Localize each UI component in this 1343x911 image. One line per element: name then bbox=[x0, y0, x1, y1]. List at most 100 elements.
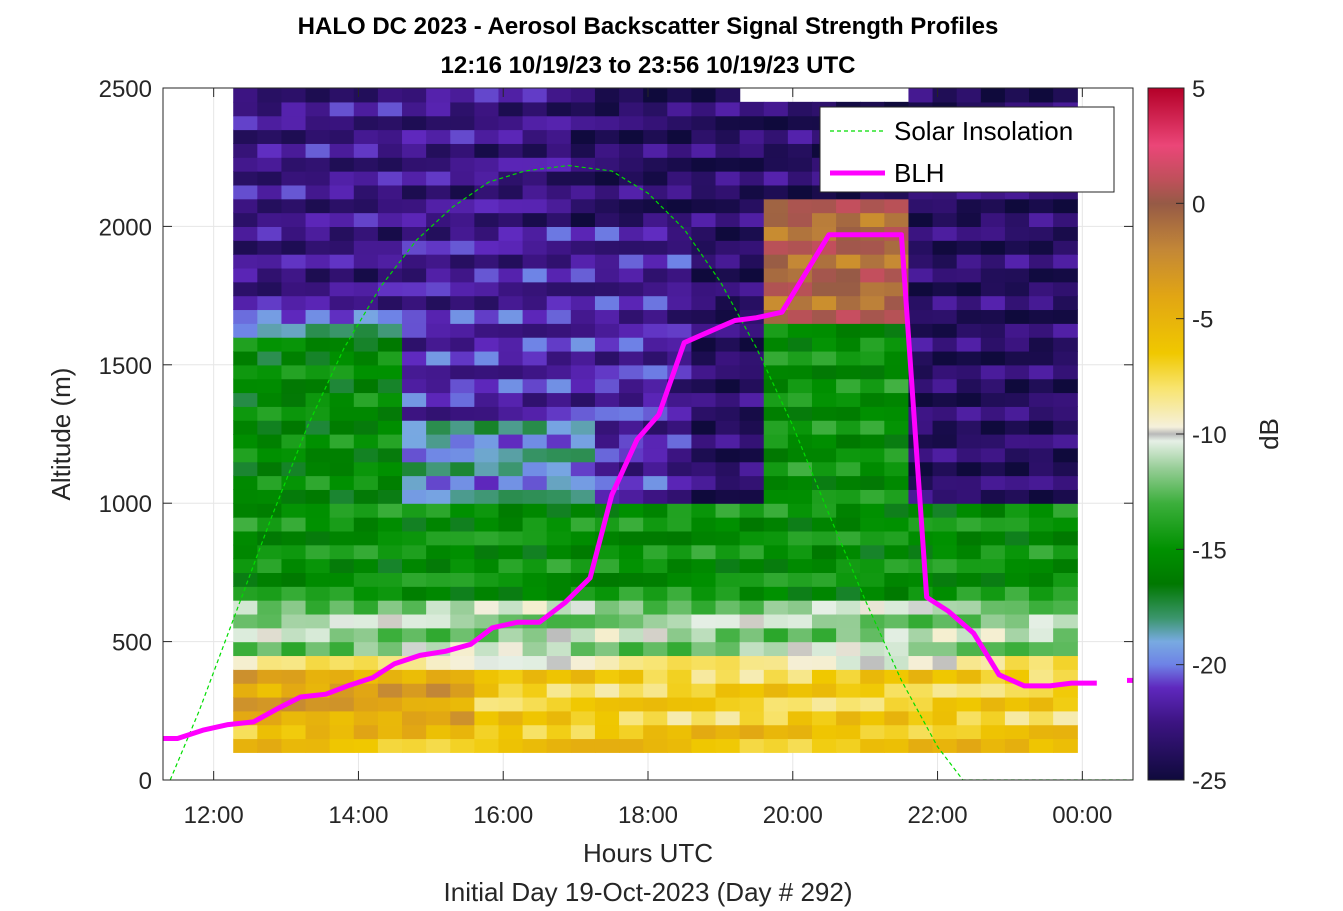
heatmap-cell bbox=[377, 447, 403, 463]
heatmap-cell bbox=[305, 184, 331, 200]
heatmap-cell bbox=[667, 572, 693, 587]
heatmap-cell bbox=[594, 295, 620, 311]
heatmap-cell bbox=[570, 724, 596, 740]
heatmap-cell bbox=[836, 475, 861, 490]
heatmap-cell bbox=[1053, 724, 1078, 740]
heatmap-cell bbox=[426, 88, 451, 103]
heatmap-cell bbox=[522, 627, 548, 643]
heatmap-cell bbox=[402, 558, 427, 573]
heatmap-cell bbox=[498, 101, 524, 117]
heatmap-cell bbox=[715, 724, 741, 740]
heatmap-cell bbox=[1004, 530, 1030, 546]
heatmap-cell bbox=[450, 517, 475, 532]
heatmap-cell bbox=[1004, 641, 1030, 657]
heatmap-cell bbox=[329, 171, 355, 186]
heatmap-cell bbox=[402, 461, 427, 477]
heatmap-cell bbox=[667, 503, 693, 518]
heatmap-cell bbox=[811, 517, 837, 532]
heatmap-cell bbox=[980, 517, 1006, 532]
heatmap-cell bbox=[763, 447, 789, 463]
heatmap-cell bbox=[498, 254, 524, 269]
heatmap-cell bbox=[763, 544, 789, 560]
heatmap-cell bbox=[1004, 281, 1030, 297]
solar-insolation-line bbox=[169, 164, 1133, 780]
heatmap-cell bbox=[522, 600, 548, 615]
heatmap-cell bbox=[884, 669, 910, 684]
heatmap-cell bbox=[498, 323, 524, 338]
heatmap-cell bbox=[763, 517, 789, 532]
heatmap-cell bbox=[908, 544, 934, 560]
heatmap-cell bbox=[305, 115, 331, 131]
heatmap-cell bbox=[1053, 447, 1078, 463]
heatmap-cell bbox=[787, 254, 813, 269]
heatmap-cell bbox=[691, 88, 717, 103]
heatmap-cell bbox=[522, 447, 548, 463]
heatmap-cell bbox=[956, 558, 982, 573]
heatmap-cell bbox=[1004, 710, 1030, 726]
heatmap-cell bbox=[884, 641, 910, 657]
heatmap-cell bbox=[546, 669, 572, 684]
heatmap-cell bbox=[329, 143, 355, 158]
heatmap-cell bbox=[474, 254, 500, 269]
heatmap-cell bbox=[594, 240, 620, 255]
heatmap-cell bbox=[305, 696, 331, 712]
heatmap-cell bbox=[787, 586, 813, 601]
heatmap-cell bbox=[787, 669, 813, 684]
heatmap-cell bbox=[619, 157, 644, 172]
heatmap-cell bbox=[281, 212, 307, 227]
heatmap-cell bbox=[667, 157, 693, 172]
heatmap-cell bbox=[691, 613, 717, 629]
heatmap-cell bbox=[643, 503, 668, 518]
heatmap-cell bbox=[932, 281, 958, 297]
heatmap-cell bbox=[619, 420, 644, 435]
heatmap-cell bbox=[739, 461, 765, 477]
heatmap-cell bbox=[498, 143, 524, 158]
heatmap-cell bbox=[546, 489, 572, 504]
heatmap-cell bbox=[426, 129, 451, 144]
heatmap-cell bbox=[1004, 489, 1030, 504]
heatmap-cell bbox=[811, 378, 837, 394]
heatmap-cell bbox=[450, 378, 475, 394]
heatmap-cell bbox=[1004, 309, 1030, 324]
heatmap-cell bbox=[691, 212, 717, 227]
heatmap-cell bbox=[836, 517, 861, 532]
heatmap-cell bbox=[860, 696, 885, 712]
heatmap-cell bbox=[281, 461, 307, 477]
heatmap-cell bbox=[570, 378, 596, 394]
heatmap-cell bbox=[450, 461, 475, 477]
heatmap-cell bbox=[257, 364, 283, 380]
heatmap-cell bbox=[908, 572, 934, 587]
heatmap-cell bbox=[932, 226, 958, 241]
heatmap-cell bbox=[980, 337, 1006, 352]
heatmap-cell bbox=[594, 683, 620, 698]
heatmap-cell bbox=[932, 696, 958, 712]
heatmap-cell bbox=[908, 696, 934, 712]
heatmap-cell bbox=[353, 198, 379, 214]
heatmap-cell bbox=[474, 738, 500, 753]
heatmap-cell bbox=[353, 434, 379, 449]
heatmap-cell bbox=[860, 434, 885, 449]
heatmap-cell bbox=[884, 212, 910, 227]
heatmap-cell bbox=[474, 212, 500, 227]
heatmap-cell bbox=[522, 503, 548, 518]
heatmap-cell bbox=[353, 295, 379, 311]
heatmap-cell bbox=[402, 530, 427, 546]
colorbar-tick-label: 0 bbox=[1192, 191, 1205, 218]
heatmap-cell bbox=[619, 683, 644, 698]
heatmap-cell bbox=[715, 517, 741, 532]
heatmap-cell bbox=[402, 101, 427, 117]
heatmap-cell bbox=[474, 378, 500, 394]
heatmap-cell bbox=[450, 696, 475, 712]
heatmap-cell bbox=[739, 295, 765, 311]
x-tick-label: 16:00 bbox=[473, 802, 533, 829]
heatmap-cell bbox=[908, 641, 934, 657]
heatmap-cell bbox=[1053, 309, 1078, 324]
heatmap-cell bbox=[522, 143, 548, 158]
heatmap-cell bbox=[498, 655, 524, 670]
heatmap-cell bbox=[619, 184, 644, 200]
heatmap-cell bbox=[884, 738, 910, 753]
heatmap-cell bbox=[233, 254, 258, 269]
heatmap-cell bbox=[546, 420, 572, 435]
heatmap-cell bbox=[980, 724, 1006, 740]
heatmap-cell bbox=[233, 198, 258, 214]
